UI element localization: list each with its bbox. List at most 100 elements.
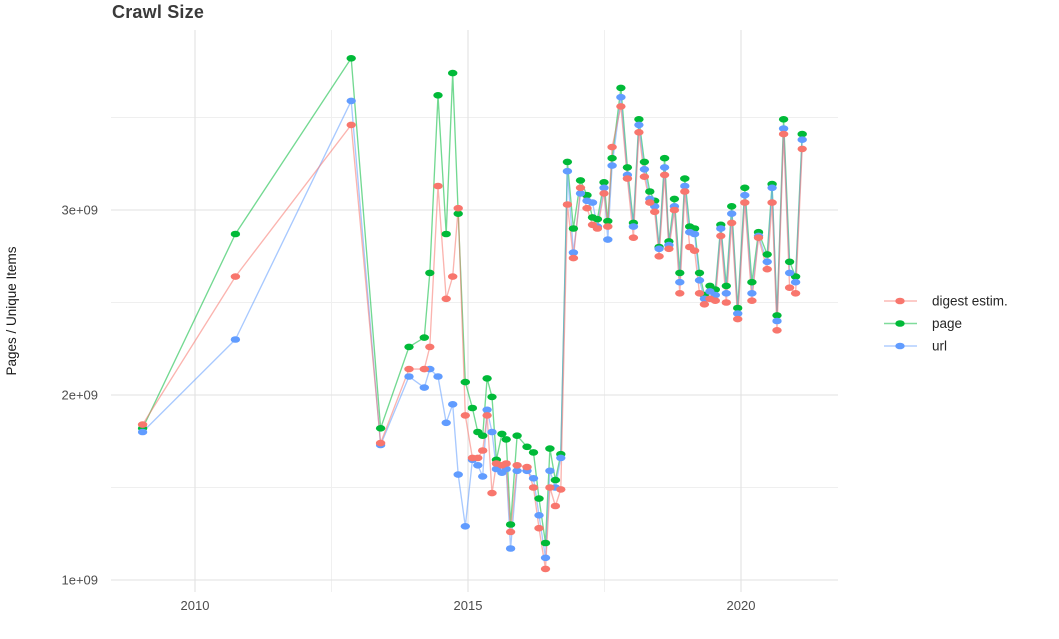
point-url: [473, 462, 483, 469]
point-page: [568, 225, 579, 232]
point-digest-estim-: [433, 182, 443, 190]
point-url: [607, 162, 617, 169]
point-url: [790, 278, 801, 286]
y-tick-label: 2e+09: [61, 388, 98, 403]
point-digest-estim-: [534, 524, 544, 532]
point-digest-estim-: [790, 290, 801, 297]
point-page: [772, 312, 782, 319]
point-digest-estim-: [721, 299, 731, 306]
point-digest-estim-: [562, 201, 573, 208]
point-digest-estim-: [568, 254, 579, 262]
line-digest-estim-: [141, 105, 803, 570]
chart-title: Crawl Size: [112, 2, 205, 22]
x-tick-label: 2020: [727, 598, 756, 613]
legend-item-digest-estim: digest estim.: [884, 294, 1008, 309]
point-digest-estim-: [689, 247, 700, 254]
point-page: [540, 539, 551, 547]
point-digest-estim-: [680, 188, 690, 195]
point-url: [460, 523, 470, 530]
point-page: [721, 282, 731, 290]
point-digest-estim-: [753, 234, 764, 241]
point-url: [767, 184, 777, 192]
point-page: [346, 55, 356, 62]
point-page: [453, 210, 463, 217]
point-page: [501, 436, 511, 443]
point-url: [346, 97, 356, 105]
point-url: [587, 199, 598, 206]
point-digest-estim-: [778, 130, 789, 138]
point-digest-estim-: [487, 489, 497, 497]
point-digest-estim-: [616, 103, 626, 110]
gridlines-major: [111, 30, 838, 592]
point-url: [733, 310, 743, 317]
point-digest-estim-: [699, 301, 710, 308]
point-page: [562, 158, 573, 166]
point-url: [716, 225, 726, 232]
point-url: [675, 278, 685, 286]
point-digest-estim-: [762, 265, 772, 273]
point-page: [448, 69, 458, 77]
point-page: [762, 251, 772, 258]
point-digest-estim-: [453, 204, 463, 212]
point-digest-estim-: [669, 206, 680, 214]
y-tick-label: 3e+09: [61, 203, 98, 218]
point-url: [448, 401, 458, 408]
point-url: [433, 373, 443, 380]
point-page: [797, 130, 807, 138]
point-digest-estim-: [425, 343, 435, 351]
point-digest-estim-: [797, 145, 807, 153]
point-url: [482, 406, 492, 414]
point-url: [616, 93, 626, 101]
point-page: [419, 334, 429, 341]
series-points: [137, 55, 807, 573]
point-digest-estim-: [522, 463, 532, 471]
legend-item-page: page: [884, 316, 962, 331]
point-digest-estim-: [603, 223, 613, 230]
point-digest-estim-: [716, 232, 726, 240]
point-digest-estim-: [230, 273, 241, 280]
point-page: [467, 404, 478, 412]
point-url: [404, 373, 414, 380]
line-url: [141, 96, 803, 559]
point-page: [375, 425, 386, 432]
point-digest-estim-: [556, 486, 566, 493]
point-digest-estim-: [550, 502, 561, 510]
point-digest-estim-: [512, 462, 522, 469]
point-url: [137, 428, 148, 436]
legend-key-dot: [895, 320, 905, 327]
point-url: [599, 184, 609, 192]
point-url: [478, 473, 488, 480]
x-tick-label: 2015: [454, 598, 483, 613]
point-digest-estim-: [592, 225, 603, 232]
point-url: [575, 190, 586, 197]
point-url: [441, 419, 451, 427]
point-digest-estim-: [694, 290, 705, 297]
point-page: [505, 521, 516, 528]
point-digest-estim-: [654, 252, 664, 260]
y-axis-tick-labels: 1e+09 2e+09 3e+09: [61, 203, 98, 588]
point-url: [747, 290, 757, 297]
legend-key-dot: [895, 297, 905, 305]
point-page: [639, 158, 650, 166]
point-url: [487, 428, 497, 436]
point-digest-estim-: [419, 365, 429, 373]
y-axis-title: Pages / Unique Items: [4, 246, 19, 375]
point-page: [603, 217, 613, 225]
point-digest-estim-: [767, 199, 777, 206]
point-url: [639, 166, 650, 173]
point-digest-estim-: [740, 199, 750, 206]
point-url: [528, 475, 539, 482]
point-digest-estim-: [650, 208, 660, 216]
point-url: [634, 121, 644, 129]
point-digest-estim-: [599, 190, 609, 197]
point-page: [550, 476, 561, 484]
point-url: [230, 336, 241, 343]
point-digest-estim-: [622, 175, 633, 182]
point-digest-estim-: [448, 273, 458, 280]
gridlines-minor: [111, 30, 838, 592]
point-page: [622, 164, 633, 171]
point-page: [778, 116, 789, 123]
point-digest-estim-: [441, 295, 451, 303]
point-page: [659, 154, 670, 162]
